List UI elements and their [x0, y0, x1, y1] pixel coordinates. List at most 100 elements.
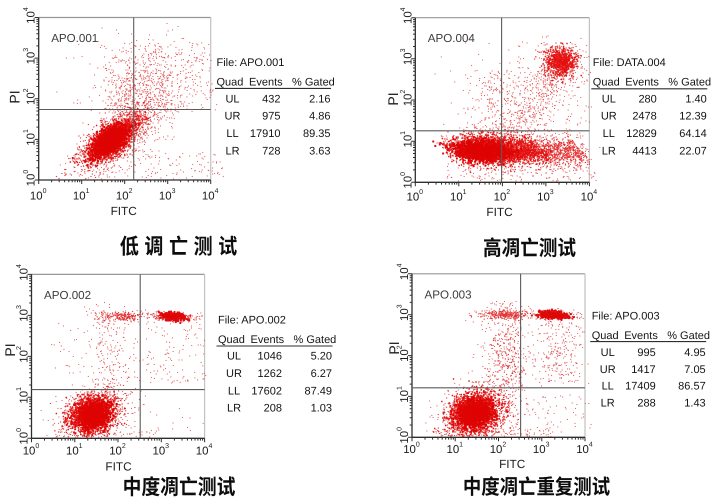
svg-text:UL: UL — [227, 351, 241, 363]
svg-text:UL: UL — [225, 93, 239, 105]
svg-text:100: 100 — [397, 427, 412, 444]
svg-text:LR: LR — [225, 145, 239, 157]
svg-text:103: 103 — [397, 304, 412, 321]
svg-text:100: 100 — [400, 172, 415, 189]
svg-text:% Gated: % Gated — [668, 76, 711, 88]
svg-text:FITC: FITC — [486, 205, 513, 219]
svg-text:101: 101 — [397, 386, 412, 403]
svg-text:208: 208 — [264, 403, 282, 415]
svg-text:103: 103 — [400, 48, 415, 65]
svg-text:PI: PI — [385, 92, 401, 105]
svg-text:1262: 1262 — [258, 368, 282, 380]
svg-text:101: 101 — [450, 189, 467, 204]
svg-text:101: 101 — [447, 442, 464, 457]
svg-text:% Gated: % Gated — [294, 334, 337, 346]
svg-text:Quad: Quad — [217, 76, 244, 88]
svg-text:102: 102 — [490, 442, 507, 457]
svg-text:FITC: FITC — [105, 460, 132, 474]
svg-text:22.07: 22.07 — [679, 145, 707, 157]
svg-text:APO.001: APO.001 — [51, 32, 98, 45]
svg-text:Events: Events — [624, 330, 658, 342]
svg-text:APO.004: APO.004 — [428, 32, 476, 45]
svg-text:File: APO.001: File: APO.001 — [217, 57, 285, 69]
svg-text:103: 103 — [16, 305, 31, 322]
svg-text:UR: UR — [225, 111, 241, 123]
svg-text:Quad: Quad — [593, 76, 620, 88]
svg-text:Events: Events — [625, 76, 659, 88]
svg-text:100: 100 — [23, 170, 38, 187]
svg-text:UR: UR — [226, 368, 242, 380]
svg-text:1.43: 1.43 — [684, 398, 705, 410]
svg-text:2478: 2478 — [632, 111, 656, 123]
svg-text:LL: LL — [602, 381, 614, 393]
svg-text:101: 101 — [73, 188, 90, 203]
svg-text:975: 975 — [262, 111, 280, 123]
svg-text:288: 288 — [637, 398, 655, 410]
svg-text:103: 103 — [537, 189, 554, 204]
svg-text:LR: LR — [602, 145, 616, 157]
svg-text:102: 102 — [116, 188, 133, 203]
svg-text:UL: UL — [602, 93, 616, 105]
svg-text:728: 728 — [262, 145, 280, 157]
svg-text:100: 100 — [407, 189, 424, 204]
svg-text:1.03: 1.03 — [311, 403, 332, 415]
svg-text:PI: PI — [7, 90, 23, 103]
svg-text:101: 101 — [23, 129, 38, 146]
svg-text:LR: LR — [227, 403, 241, 415]
svg-text:89.35: 89.35 — [303, 128, 331, 140]
svg-text:64.14: 64.14 — [679, 128, 707, 140]
svg-text:100: 100 — [23, 443, 40, 458]
svg-text:104: 104 — [397, 263, 412, 280]
svg-text:104: 104 — [400, 7, 415, 24]
svg-text:102: 102 — [23, 88, 38, 105]
svg-text:12829: 12829 — [626, 128, 657, 140]
svg-text:102: 102 — [400, 90, 415, 107]
svg-text:Quad: Quad — [218, 334, 245, 346]
svg-text:7.05: 7.05 — [684, 364, 705, 376]
svg-text:2.16: 2.16 — [309, 93, 330, 105]
svg-text:103: 103 — [23, 48, 38, 65]
svg-text:File: DATA.004: File: DATA.004 — [593, 57, 666, 69]
svg-text:103: 103 — [159, 188, 176, 203]
svg-text:UL: UL — [601, 347, 615, 359]
svg-text:103: 103 — [533, 442, 550, 457]
svg-text:PI: PI — [386, 341, 402, 354]
svg-text:100: 100 — [403, 442, 420, 457]
svg-text:% Gated: % Gated — [667, 330, 710, 342]
svg-text:FITC: FITC — [499, 457, 526, 471]
svg-text:1046: 1046 — [258, 351, 282, 363]
svg-text:17409: 17409 — [625, 381, 656, 393]
svg-text:101: 101 — [66, 443, 83, 458]
svg-text:102: 102 — [494, 189, 511, 204]
svg-text:PI: PI — [2, 343, 18, 356]
svg-text:86.57: 86.57 — [678, 381, 706, 393]
svg-text:3.63: 3.63 — [309, 145, 330, 157]
svg-text:101: 101 — [400, 131, 415, 148]
svg-text:12.39: 12.39 — [679, 111, 707, 123]
svg-text:APO.002: APO.002 — [44, 289, 91, 302]
svg-text:4.95: 4.95 — [684, 347, 705, 359]
svg-text:100: 100 — [30, 188, 47, 203]
svg-text:103: 103 — [153, 443, 170, 458]
svg-text:4413: 4413 — [632, 145, 656, 157]
svg-text:% Gated: % Gated — [292, 76, 335, 88]
svg-text:Events: Events — [249, 76, 283, 88]
svg-text:104: 104 — [576, 442, 593, 457]
svg-text:995: 995 — [637, 347, 655, 359]
svg-text:UR: UR — [600, 364, 616, 376]
svg-text:104: 104 — [16, 264, 31, 281]
svg-text:102: 102 — [16, 346, 31, 363]
svg-text:4.86: 4.86 — [309, 111, 330, 123]
svg-text:Events: Events — [251, 334, 285, 346]
svg-text:100: 100 — [16, 428, 31, 445]
svg-text:APO.003: APO.003 — [425, 288, 472, 301]
svg-text:17910: 17910 — [250, 128, 281, 140]
svg-text:104: 104 — [196, 443, 213, 458]
svg-text:102: 102 — [109, 443, 126, 458]
svg-text:432: 432 — [262, 93, 280, 105]
svg-text:104: 104 — [202, 188, 219, 203]
svg-text:104: 104 — [23, 7, 38, 24]
svg-text:5.20: 5.20 — [311, 351, 332, 363]
svg-text:101: 101 — [16, 387, 31, 404]
svg-text:280: 280 — [638, 93, 656, 105]
